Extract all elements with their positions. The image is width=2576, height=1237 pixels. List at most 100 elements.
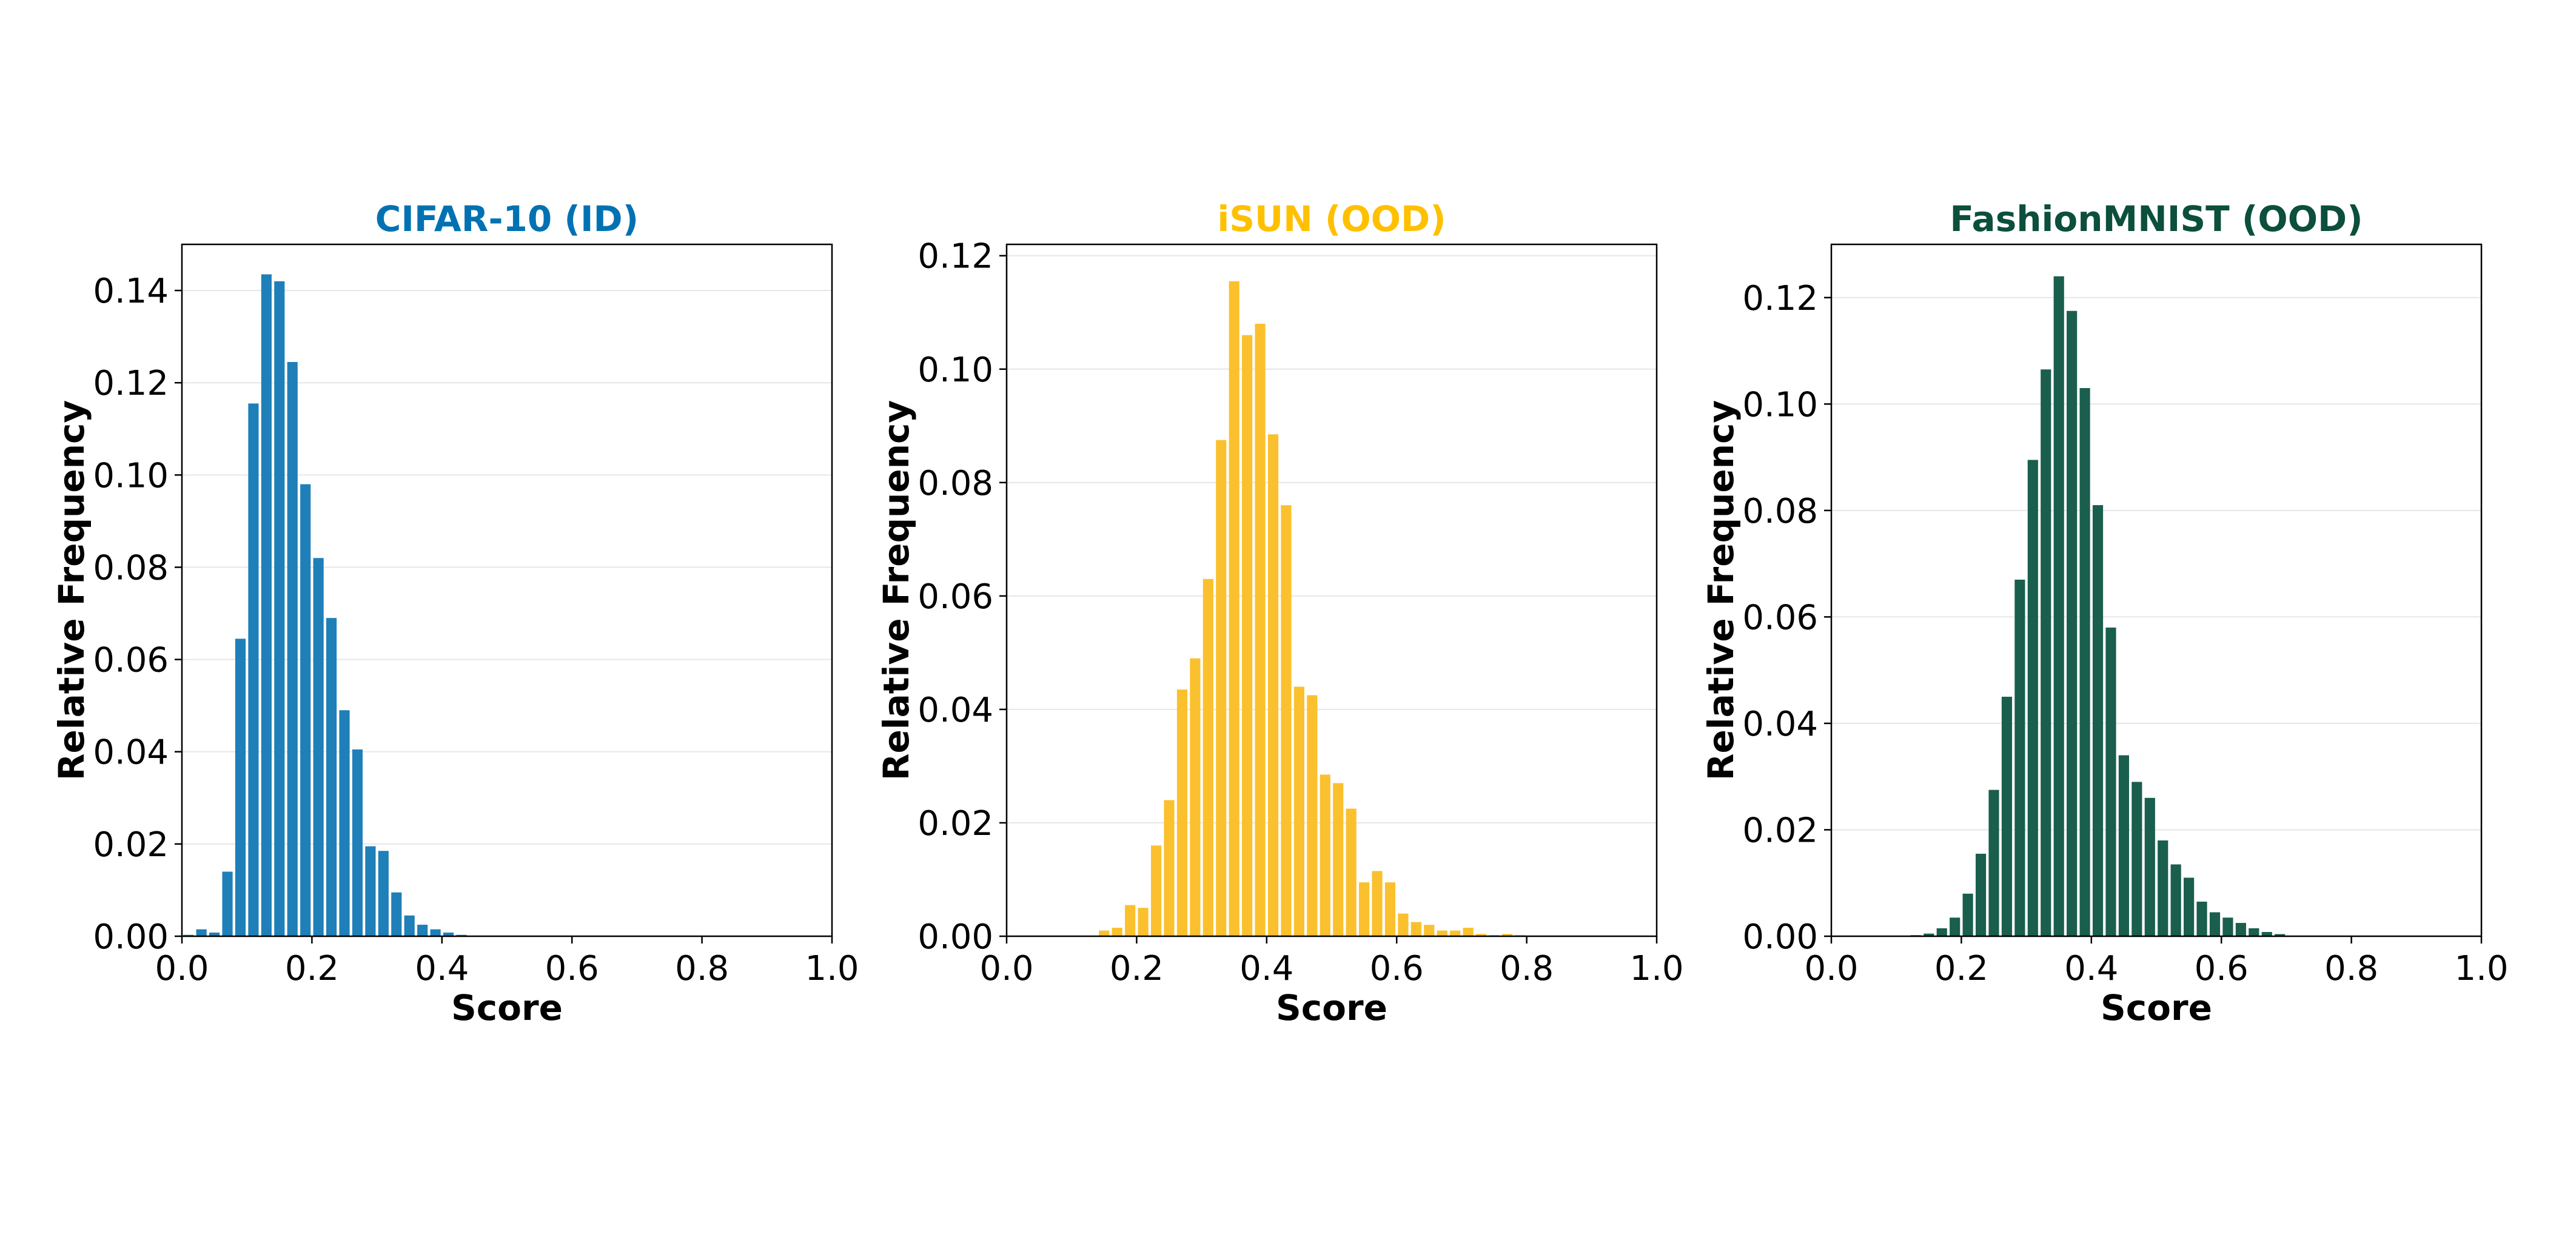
panel-cifar10: CIFAR-10 (ID) 0.0 0.2 0.4 0.6 0.8 1.0 0.000.0… <box>51 198 859 1028</box>
y-tick-label: 0.04 <box>1742 705 1818 744</box>
y-ticks: 0.00 0.02 0.04 0.06 0.08 0.10 0.12 <box>1742 279 1831 957</box>
x-tick-label: 0.0 <box>979 949 1033 988</box>
y-tick-label: 0.04 <box>917 691 993 730</box>
bar <box>1333 783 1344 936</box>
bar <box>2235 923 2246 936</box>
bar <box>2275 934 2286 936</box>
y-axis-label: Relative Frequency <box>876 400 917 780</box>
x-tick-label: 0.4 <box>415 949 469 988</box>
y-tick-label: 0.06 <box>1742 598 1818 637</box>
bar <box>1437 930 1447 936</box>
bar <box>1176 689 1188 936</box>
y-tick-label: 0.14 <box>93 272 169 311</box>
y-tick-label: 0.02 <box>917 804 993 843</box>
panel-title: iSUN (OOD) <box>1217 198 1446 240</box>
bar <box>1099 930 1110 936</box>
bar <box>2067 310 2078 936</box>
bar <box>261 274 272 936</box>
y-ticks: 0.00 0.02 0.04 0.06 0.08 0.10 0.12 0.14 <box>93 272 182 957</box>
bar <box>1410 922 1421 936</box>
bar <box>339 710 350 936</box>
y-tick-label: 0.06 <box>917 577 993 617</box>
bar <box>2001 697 2013 936</box>
bar <box>1281 505 1292 936</box>
bar <box>1138 908 1149 936</box>
bar <box>1125 905 1136 936</box>
x-tick-label: 1.0 <box>2454 949 2508 988</box>
bar <box>1962 893 1973 936</box>
bar <box>2209 912 2221 936</box>
x-tick-label: 1.0 <box>805 949 859 988</box>
y-tick-label: 0.00 <box>917 917 993 957</box>
bar <box>2014 579 2025 936</box>
y-axis-label: Relative Frequency <box>1700 400 1742 780</box>
bar <box>1988 789 1999 936</box>
bar <box>313 558 324 936</box>
bar <box>1112 927 1122 936</box>
bar <box>1372 871 1383 936</box>
y-tick-label: 0.08 <box>1742 492 1818 531</box>
bar <box>300 484 311 936</box>
x-axis-label: Score <box>2101 987 2212 1028</box>
bars <box>1910 276 2298 937</box>
bar <box>1384 882 1396 936</box>
bar <box>1398 913 1409 936</box>
y-tick-label: 0.02 <box>1742 811 1818 850</box>
panel-isun: iSUN (OOD) 0.0 0.2 0.4 0.6 0.8 1.0 0.000.020.… <box>876 198 1683 1028</box>
panel-fashionmnist: FashionMNIST (OOD) 0.0 0.2 0.4 0.6 0.8 1.0 0.… <box>1700 198 2508 1028</box>
panel-title: FashionMNIST (OOD) <box>1950 198 2363 240</box>
bar <box>222 871 233 936</box>
bars <box>1099 281 1526 936</box>
bar <box>1463 927 1474 936</box>
bar <box>2261 931 2272 936</box>
bar <box>404 915 415 936</box>
bar <box>1242 335 1253 936</box>
y-tick-label: 0.10 <box>1742 385 1818 424</box>
bar <box>2196 901 2207 936</box>
x-tick-label: 0.0 <box>155 949 209 988</box>
bar <box>1202 578 1213 936</box>
x-tick-label: 0.6 <box>545 949 599 988</box>
bar <box>2041 369 2051 936</box>
bar <box>352 749 363 936</box>
bar <box>2184 877 2195 936</box>
bar <box>248 403 259 936</box>
bar <box>274 281 285 937</box>
bar <box>1975 853 1987 936</box>
y-tick-label: 0.04 <box>93 733 169 773</box>
bar <box>1424 925 1435 936</box>
bar <box>287 361 298 936</box>
x-axis-label: Score <box>1276 987 1387 1028</box>
bar <box>2092 505 2104 936</box>
x-tick-label: 0.0 <box>1804 949 1858 988</box>
bar <box>1307 695 1318 936</box>
x-tick-label: 0.2 <box>285 949 339 988</box>
bar <box>1293 686 1304 936</box>
x-tick-label: 0.4 <box>2064 949 2118 988</box>
x-tick-label: 0.4 <box>1239 949 1293 988</box>
bars <box>183 274 467 937</box>
y-tick-label: 0.08 <box>93 548 169 588</box>
x-ticks: 0.0 0.2 0.4 0.6 0.8 1.0 <box>155 936 859 988</box>
x-tick-label: 0.6 <box>2195 949 2249 988</box>
bar <box>1359 882 1370 936</box>
y-tick-label: 0.10 <box>917 350 993 390</box>
x-tick-label: 0.6 <box>1370 949 1424 988</box>
bar <box>2158 840 2168 936</box>
x-ticks: 0.0 0.2 0.4 0.6 0.8 1.0 <box>1804 936 2509 988</box>
axes-frame <box>1830 243 2483 937</box>
y-tick-label: 0.12 <box>917 237 993 277</box>
bar <box>1216 440 1227 936</box>
x-ticks: 0.0 0.2 0.4 0.6 0.8 1.0 <box>979 936 1684 988</box>
bar <box>2170 864 2181 936</box>
x-tick-label: 0.2 <box>1934 949 1988 988</box>
bar <box>365 846 376 936</box>
bar <box>2144 797 2155 936</box>
bar <box>2118 755 2129 936</box>
bar <box>196 929 207 936</box>
axes-frame <box>181 243 833 937</box>
y-tick-label: 0.02 <box>93 825 169 865</box>
x-tick-label: 0.8 <box>1500 949 1554 988</box>
x-axis-label: Score <box>451 987 563 1028</box>
